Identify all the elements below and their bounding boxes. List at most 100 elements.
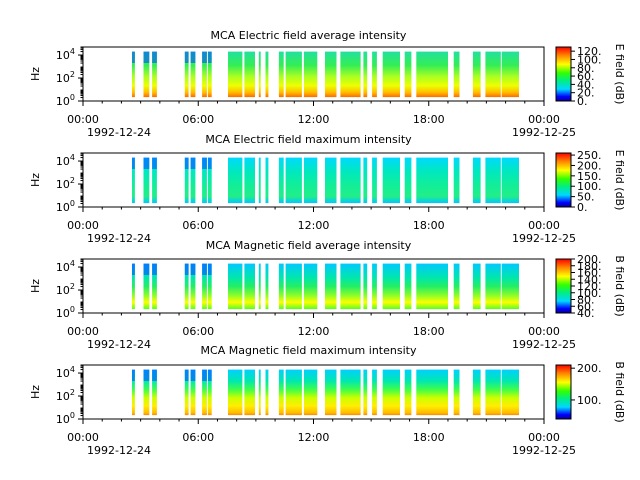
data-stripe-highband: [207, 51, 212, 63]
x-date-label-start: 1992-12-24: [87, 126, 151, 139]
colorbar-tick-label: 0.: [577, 201, 588, 214]
colorbar-tick-label: 0.: [577, 95, 588, 108]
data-stripe: [363, 51, 368, 98]
colorbar-tick-label: 80.: [577, 62, 595, 75]
data-stripe: [325, 369, 337, 416]
x-tick-label: 00:00: [67, 113, 99, 126]
x-tick-label: 06:00: [182, 325, 214, 338]
data-stripe: [453, 263, 460, 310]
data-stripe: [501, 369, 519, 416]
colorbar-tick-label: 40.: [577, 78, 595, 91]
data-stripe: [472, 369, 481, 416]
colorbar: [555, 46, 572, 102]
data-stripe: [258, 263, 261, 310]
colorbar: [555, 258, 572, 314]
data-stripe: [382, 157, 400, 204]
data-stripe: [382, 51, 400, 98]
colorbar-tick-label: 80.: [577, 294, 595, 307]
y-tick-label: 100: [56, 93, 75, 108]
x-tick-label: 18:00: [413, 219, 445, 232]
data-stripe: [363, 369, 368, 416]
data-stripe-highband: [143, 263, 150, 275]
data-stripe: [202, 369, 207, 416]
spectrogram-panel-3: MCA Magnetic field average intensity 100 1…: [29, 239, 626, 351]
data-stripe-highband: [143, 369, 150, 381]
data-stripe-highband: [190, 157, 196, 169]
data-stripe: [184, 51, 189, 98]
colorbar-tick-label: 250.: [577, 149, 602, 162]
data-stripes: [132, 157, 519, 204]
data-stripe: [325, 157, 337, 204]
data-stripe-highband: [152, 369, 157, 381]
data-stripe-highband: [202, 369, 207, 381]
data-stripe: [265, 263, 269, 310]
spectrogram-panel-2: MCA Electric field maximum intensity 100 1…: [29, 133, 626, 245]
data-stripe: [184, 369, 189, 416]
data-stripe: [325, 263, 337, 310]
data-stripe: [485, 157, 501, 204]
data-stripe: [472, 51, 481, 98]
data-stripe-highband: [190, 369, 196, 381]
data-stripe: [501, 263, 519, 310]
colorbar-tick-label: 100.: [577, 287, 602, 300]
y-tick-label: 100: [56, 411, 75, 426]
data-stripe: [303, 157, 318, 204]
data-stripe: [228, 263, 243, 310]
y-axis-label: Hz: [29, 385, 42, 399]
data-stripe: [228, 157, 243, 204]
colorbar-tick-label: 100.: [577, 53, 602, 66]
data-stripe-highband: [184, 369, 189, 381]
data-stripe: [228, 369, 243, 416]
x-date-label-end: 1992-12-25: [512, 232, 576, 245]
data-stripe: [244, 51, 255, 98]
data-stripe-highband: [143, 51, 150, 63]
y-tick-label: 102: [56, 388, 75, 403]
data-stripes: [132, 369, 519, 416]
data-stripe: [228, 51, 243, 98]
x-tick-label: 00:00: [67, 325, 99, 338]
data-stripe: [143, 263, 150, 310]
data-stripe: [404, 263, 412, 310]
data-stripe: [303, 369, 318, 416]
x-date-label-end: 1992-12-25: [512, 338, 576, 351]
data-stripe: [303, 263, 318, 310]
y-tick-label: 102: [56, 176, 75, 191]
data-stripe: [472, 157, 481, 204]
data-stripe-highband: [207, 157, 212, 169]
data-stripe: [372, 369, 377, 416]
data-stripe: [340, 263, 361, 310]
x-tick-label: 00:00: [528, 113, 560, 126]
data-stripe-highband: [152, 157, 157, 169]
data-stripe-highband: [207, 263, 212, 275]
y-tick-label: 104: [56, 259, 75, 274]
data-stripe: [190, 369, 196, 416]
data-stripe: [207, 263, 212, 310]
x-tick-label: 06:00: [182, 431, 214, 444]
y-tick-label: 100: [56, 199, 75, 214]
x-tick-label: 18:00: [413, 325, 445, 338]
data-stripe: [265, 157, 269, 204]
x-date-label-start: 1992-12-24: [87, 232, 151, 245]
data-stripe: [404, 369, 412, 416]
colorbar-label: E field (dB): [613, 44, 626, 105]
data-stripe-highband: [132, 263, 135, 275]
colorbar-tick-label: 120.: [577, 280, 602, 293]
x-tick-label: 00:00: [67, 431, 99, 444]
colorbar-label: B field (dB): [613, 255, 626, 316]
data-stripe-highband: [207, 369, 212, 381]
data-stripe: [244, 369, 255, 416]
data-stripe: [285, 263, 302, 310]
data-stripe: [340, 157, 361, 204]
data-stripe: [363, 263, 368, 310]
data-stripe: [190, 263, 196, 310]
data-stripe: [132, 51, 135, 98]
data-stripe: [258, 369, 261, 416]
colorbar: [555, 364, 572, 420]
colorbar-tick-label: 150.: [577, 170, 602, 183]
data-stripe: [382, 369, 400, 416]
data-stripe: [485, 263, 501, 310]
data-stripe: [404, 157, 412, 204]
data-stripe: [143, 51, 150, 98]
data-stripe: [472, 263, 481, 310]
colorbar-tick-label: 160.: [577, 267, 602, 280]
